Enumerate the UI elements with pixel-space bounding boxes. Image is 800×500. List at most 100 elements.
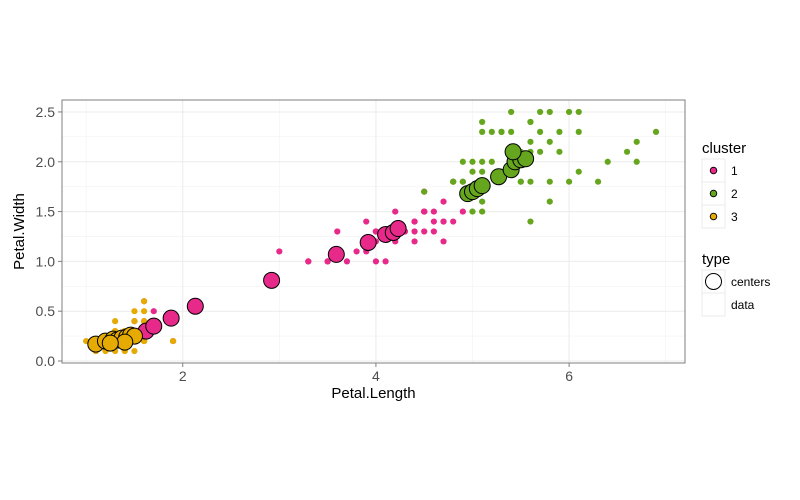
legend-type-title: type	[702, 251, 730, 268]
legend-key-type-centers	[705, 273, 722, 290]
data-point-cluster-1	[450, 218, 457, 225]
legend-cluster-items: 1 2 3	[701, 158, 738, 229]
data-point-cluster-2	[537, 108, 544, 116]
x-tick-label: 2	[179, 368, 187, 384]
data-point-cluster-2	[479, 128, 486, 135]
data-point-cluster-2	[527, 138, 534, 145]
center-point-cluster-1	[359, 233, 377, 251]
data-point-cluster-1	[411, 218, 418, 225]
data-point-cluster-3	[141, 308, 148, 315]
x-tick-label: 4	[372, 368, 380, 384]
data-point-cluster-2	[527, 218, 534, 225]
data-point-cluster-3	[141, 298, 148, 305]
center-point-cluster-1	[145, 317, 163, 335]
y-tick-label: 1.0	[36, 253, 56, 269]
legend-key-cluster-3	[709, 212, 718, 221]
data-point-cluster-1	[430, 218, 437, 225]
data-point-cluster-1	[353, 248, 360, 255]
center-point-cluster-1	[186, 297, 204, 315]
data-point-cluster-1	[324, 258, 331, 265]
data-point-cluster-2	[459, 158, 466, 165]
data-point-cluster-2	[479, 118, 486, 126]
data-point-cluster-2	[537, 148, 544, 155]
data-point-cluster-3	[169, 337, 177, 345]
data-point-cluster-1	[334, 228, 341, 235]
data-point-cluster-2	[537, 128, 544, 135]
legend-label-type-data: data	[731, 298, 755, 312]
data-point-cluster-2	[623, 148, 631, 155]
data-point-cluster-1	[421, 228, 428, 235]
data-point-cluster-2	[652, 128, 660, 135]
center-point-cluster-3	[116, 333, 134, 351]
data-point-cluster-2	[479, 168, 486, 175]
center-points	[87, 143, 535, 353]
data-point-cluster-3	[131, 347, 138, 355]
data-point-cluster-2	[479, 198, 486, 205]
data-point-cluster-2	[421, 188, 428, 195]
data-point-cluster-2	[498, 128, 505, 135]
data-point-cluster-1	[392, 208, 399, 215]
data-point-cluster-2	[469, 168, 476, 175]
data-point-cluster-2	[575, 128, 582, 135]
data-point-cluster-1	[440, 198, 447, 205]
data-point-cluster-1	[305, 258, 312, 265]
data-point-cluster-2	[565, 108, 573, 116]
data-point-cluster-2	[546, 198, 553, 205]
data-point-cluster-2	[604, 158, 611, 165]
y-tick-label: 2.0	[36, 154, 56, 170]
legend-key-cluster-2	[709, 189, 718, 198]
data-point-cluster-1	[430, 208, 437, 215]
data-point-cluster-1	[421, 208, 428, 215]
center-point-cluster-1	[263, 271, 281, 289]
center-point-cluster-2	[504, 143, 522, 161]
data-point-cluster-2	[575, 168, 582, 175]
y-tick-label: 1.5	[36, 204, 56, 220]
data-point-cluster-2	[556, 148, 563, 155]
center-point-cluster-1	[389, 220, 407, 238]
data-point-cluster-1	[411, 228, 418, 235]
legend-label-type-centers: centers	[731, 275, 770, 289]
data-point-cluster-2	[479, 158, 486, 165]
data-point-cluster-2	[565, 178, 573, 185]
x-axis: 2 4 6	[179, 363, 573, 384]
legend-type: type centers data	[701, 251, 770, 317]
legend-cluster: cluster 1 2 3	[701, 140, 746, 229]
data-point-cluster-1	[459, 208, 466, 215]
legend-label-cluster-2: 2	[731, 187, 738, 201]
center-point-cluster-1	[327, 245, 345, 263]
y-tick-label: 0.0	[36, 353, 56, 369]
data-point-cluster-2	[527, 118, 534, 126]
data-point-cluster-2	[488, 158, 495, 165]
data-point-cluster-3	[131, 318, 138, 325]
data-point-cluster-3	[131, 308, 138, 315]
data-point-cluster-2	[488, 128, 495, 135]
data-point-cluster-1	[440, 218, 447, 225]
data-point-cluster-1	[411, 238, 418, 245]
y-tick-label: 2.5	[36, 104, 56, 120]
y-tick-label: 0.5	[36, 303, 56, 319]
data-point-cluster-2	[450, 178, 457, 185]
legend-key-cluster-1	[709, 166, 718, 175]
data-point-cluster-2	[633, 158, 640, 165]
data-point-cluster-1	[440, 238, 447, 245]
y-axis: 0.0 0.5 1.0 1.5 2.0 2.5	[36, 104, 62, 369]
data-point-cluster-2	[546, 178, 553, 185]
data-point-cluster-2	[527, 178, 534, 185]
data-point-cluster-1	[276, 248, 283, 255]
data-point-cluster-1	[150, 308, 157, 315]
legend-key-box	[701, 292, 726, 317]
data-point-cluster-2	[633, 138, 640, 145]
data-point-cluster-2	[459, 178, 466, 185]
center-point-cluster-1	[162, 309, 180, 327]
plot-panel-border	[61, 99, 686, 364]
legend-cluster-title: cluster	[702, 140, 746, 157]
data-point-cluster-2	[556, 128, 563, 135]
center-point-cluster-2	[473, 177, 491, 195]
data-point-cluster-2	[508, 128, 515, 135]
center-point-cluster-3	[101, 334, 119, 352]
data-point-cluster-1	[363, 218, 370, 225]
data-point-cluster-2	[546, 108, 553, 116]
legend-label-cluster-3: 3	[731, 210, 738, 224]
data-point-cluster-2	[479, 208, 486, 215]
